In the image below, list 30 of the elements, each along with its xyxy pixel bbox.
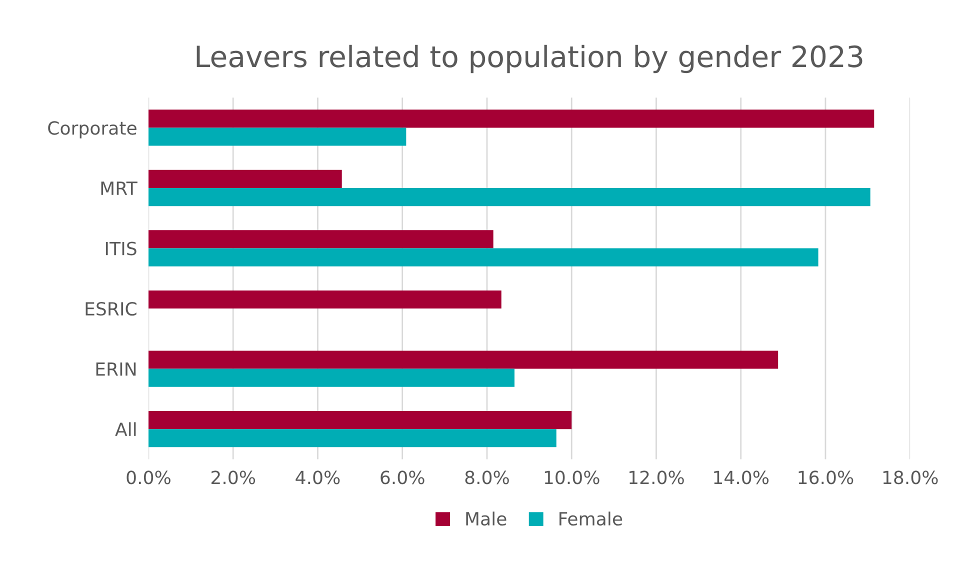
bar [148, 290, 502, 309]
bar [148, 429, 556, 448]
bar [148, 170, 342, 188]
x-tick-label: 18.0% [883, 470, 938, 484]
x-tick-label: 16.0% [798, 470, 854, 484]
x-tick-label: 12.0% [630, 470, 684, 484]
x-tick-label: 2.0% [212, 470, 256, 484]
y-tick-label: ITIS [106, 242, 136, 256]
bar [148, 128, 406, 146]
y-tick-label: ERIN [96, 362, 136, 376]
y-tick-label: MRT [101, 182, 138, 195]
x-tick-label: 10.0% [544, 470, 600, 484]
bar [148, 350, 778, 369]
bar [148, 110, 874, 128]
bar [148, 230, 494, 248]
y-tick-label: All [115, 422, 136, 436]
legend-label: Male [466, 512, 506, 526]
bar [148, 248, 818, 266]
x-tick-label: 0.0% [126, 470, 170, 484]
y-tick-label: Corporate [48, 121, 136, 138]
legend-label: Female [560, 512, 622, 526]
x-tick-label: 8.0% [465, 470, 509, 484]
bar [148, 410, 572, 430]
bar [148, 368, 514, 387]
x-tick-label: 4.0% [296, 470, 340, 484]
chart-title: Leavers related to population by gender 2023 [196, 44, 862, 74]
bar [148, 188, 870, 206]
x-tick-label: 14.0% [714, 470, 769, 484]
y-tick-label: ESRIC [86, 302, 136, 316]
x-tick-label: 6.0% [380, 470, 424, 484]
